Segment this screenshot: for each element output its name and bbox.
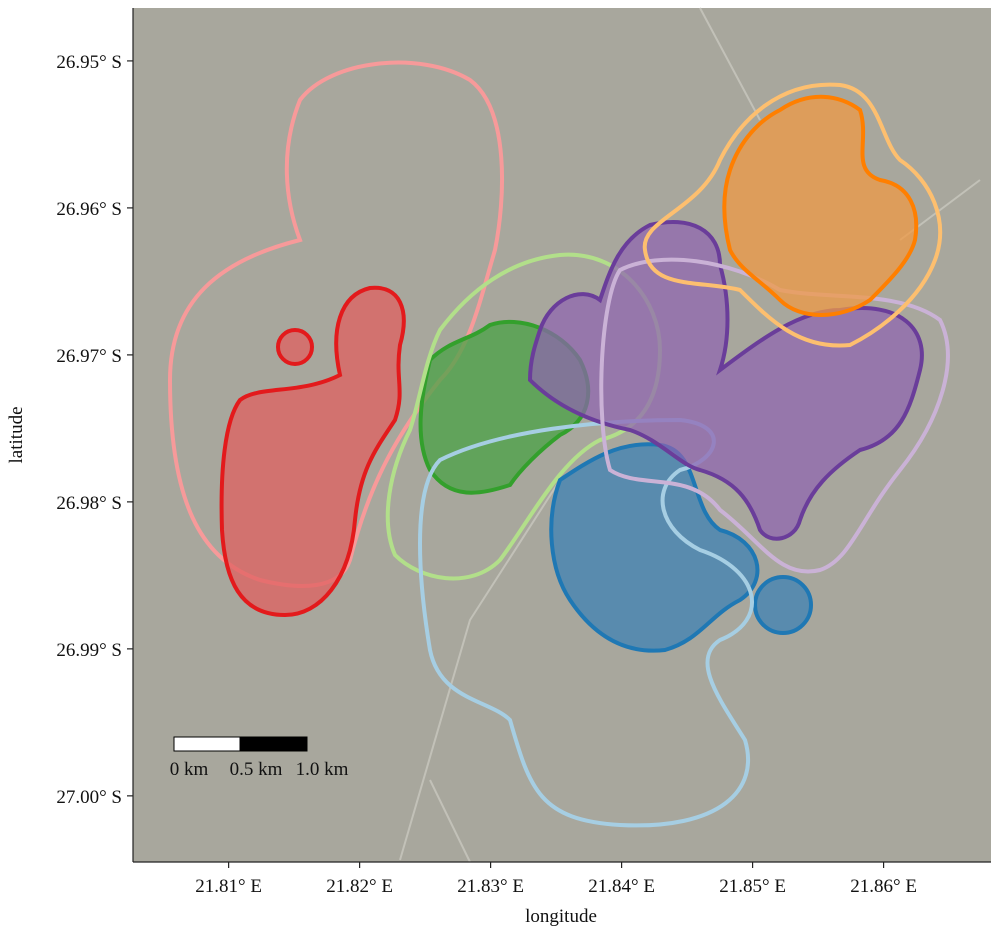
y-tick-label: 27.00° S [56,787,122,808]
y-tick-label: 26.99° S [56,640,122,661]
x-tick-label: 21.83° E [457,876,524,897]
y-tick-label: 26.96° S [56,199,122,220]
x-axis-label: longitude [525,906,597,927]
map-panel: 0 km 0.5 km 1.0 km [133,8,991,862]
x-tick-label: 21.81° E [195,876,262,897]
map-figure: 0 km 0.5 km 1.0 km longitude latitude 21… [0,0,991,930]
scalebar-white [174,737,240,751]
y-tick-label: 26.98° S [56,493,122,514]
y-axis-label: latitude [6,407,27,464]
scalebar-label: 0.5 km [230,759,283,780]
scalebar-label: 0 km [170,759,209,780]
x-tick-label: 21.86° E [850,876,917,897]
y-tick-label: 26.95° S [56,52,122,73]
x-tick-label: 21.84° E [588,876,655,897]
scalebar-black [240,737,307,751]
y-tick-label: 26.97° S [56,346,122,367]
scalebar-label: 1.0 km [296,759,349,780]
x-tick-label: 21.82° E [326,876,393,897]
x-tick-label: 21.85° E [719,876,786,897]
